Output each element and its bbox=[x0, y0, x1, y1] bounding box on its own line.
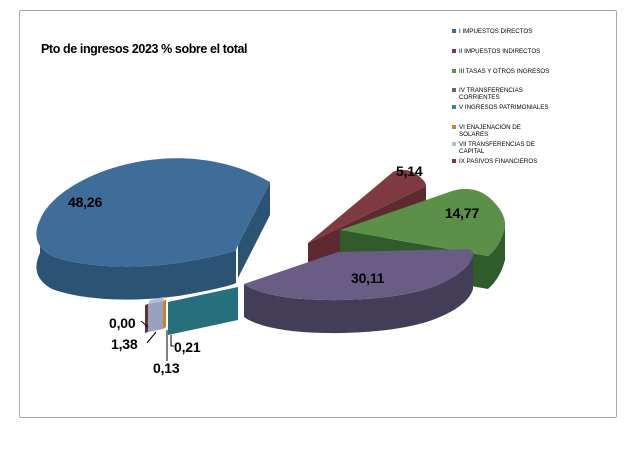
legend-label-vii: VII TRANSFERENCIAS DE CAPITAL bbox=[459, 141, 535, 156]
slice-vi-enajenacion-solares-side bbox=[163, 299, 166, 329]
legend: I IMPUESTOS DIRECTOS II IMPUESTOS INDIRE… bbox=[452, 0, 582, 200]
legend-item-i-impuestos-directos: I IMPUESTOS DIRECTOS bbox=[452, 28, 532, 35]
leader-line-1-38 bbox=[146, 331, 157, 344]
slice-v-ingresos-patrimoniales-side bbox=[168, 287, 238, 335]
leader-line-0-00 bbox=[140, 320, 149, 328]
slice-iii-tasas-top bbox=[340, 188, 506, 256]
value-label-iv: 30,11 bbox=[351, 270, 385, 286]
slice-i-impuestos-directos-top bbox=[36, 158, 270, 267]
leader-line-0-21 bbox=[170, 335, 174, 347]
value-label-i: 48,26 bbox=[68, 194, 102, 210]
legend-item-iii-tasas: III TASAS Y OTROS INGRESOS bbox=[452, 68, 549, 75]
legend-item-vi-enajenacion-solares: VI ENAJENACIÓN DE SOLARES bbox=[452, 124, 521, 138]
legend-swatch-iii bbox=[452, 69, 456, 73]
legend-swatch-ii bbox=[452, 49, 456, 53]
legend-label-ix: IX PASIVOS FINANCIEROS bbox=[459, 158, 538, 165]
legend-label-v: V INGRESOS PATRIMONIALES bbox=[459, 104, 549, 111]
legend-item-ii-impuestos-indirectos: II IMPUESTOS INDIRECTOS bbox=[452, 48, 540, 55]
slice-i-impuestos-directos-rim bbox=[36, 220, 236, 300]
legend-label-iv: IV TRANSFERENCIAS CORRIENTES bbox=[459, 87, 523, 102]
legend-swatch-vii bbox=[452, 142, 456, 146]
value-label-vii: 1,38 bbox=[111, 336, 138, 352]
legend-item-ix-pasivos-financieros: IX PASIVOS FINANCIEROS bbox=[452, 158, 537, 165]
slice-i-impuestos-directos-side bbox=[238, 182, 270, 278]
value-label-iii: 14,77 bbox=[445, 205, 479, 221]
legend-item-vii-transferencias-capital: VII TRANSFERENCIAS DE CAPITAL bbox=[452, 141, 535, 155]
value-label-ix: 0,00 bbox=[109, 315, 136, 331]
legend-label-vi: VI ENAJENACIÓN DE SOLARES bbox=[459, 124, 521, 139]
slice-iv-transferencias-corrientes-top bbox=[244, 249, 474, 301]
value-label-vi: 0,13 bbox=[153, 360, 180, 376]
legend-label-i: I IMPUESTOS DIRECTOS bbox=[459, 28, 533, 35]
legend-swatch-ix bbox=[452, 159, 456, 163]
slice-ix-pasivos-financieros-side bbox=[145, 304, 148, 333]
legend-label-iii: III TASAS Y OTROS INGRESOS bbox=[459, 68, 550, 75]
legend-swatch-v bbox=[452, 105, 456, 109]
plot-area-border bbox=[19, 10, 617, 418]
legend-swatch-vi bbox=[452, 125, 456, 129]
legend-item-v-ingresos-patrimoniales: V INGRESOS PATRIMONIALES bbox=[452, 104, 549, 111]
legend-swatch-iv bbox=[452, 88, 456, 92]
slice-iv-transferencias-corrientes-rim bbox=[244, 256, 473, 334]
value-label-v: 0,21 bbox=[174, 339, 201, 355]
slice-vii-transferencias-capital-side bbox=[148, 301, 163, 332]
legend-item-iv-transferencias-corrientes: IV TRANSFERENCIAS CORRIENTES bbox=[452, 87, 523, 101]
slice-iii-tasas-rim bbox=[488, 227, 505, 289]
value-label-ii: 5,14 bbox=[396, 163, 423, 179]
chart-title: Pto de ingresos 2023 % sobre el total bbox=[41, 42, 248, 56]
legend-swatch-i bbox=[452, 29, 456, 33]
legend-label-ii: II IMPUESTOS INDIRECTOS bbox=[459, 48, 541, 55]
slice-vii-transferencias-capital-top bbox=[148, 297, 164, 304]
slice-ii-impuestos-indirectos-top bbox=[308, 169, 426, 243]
